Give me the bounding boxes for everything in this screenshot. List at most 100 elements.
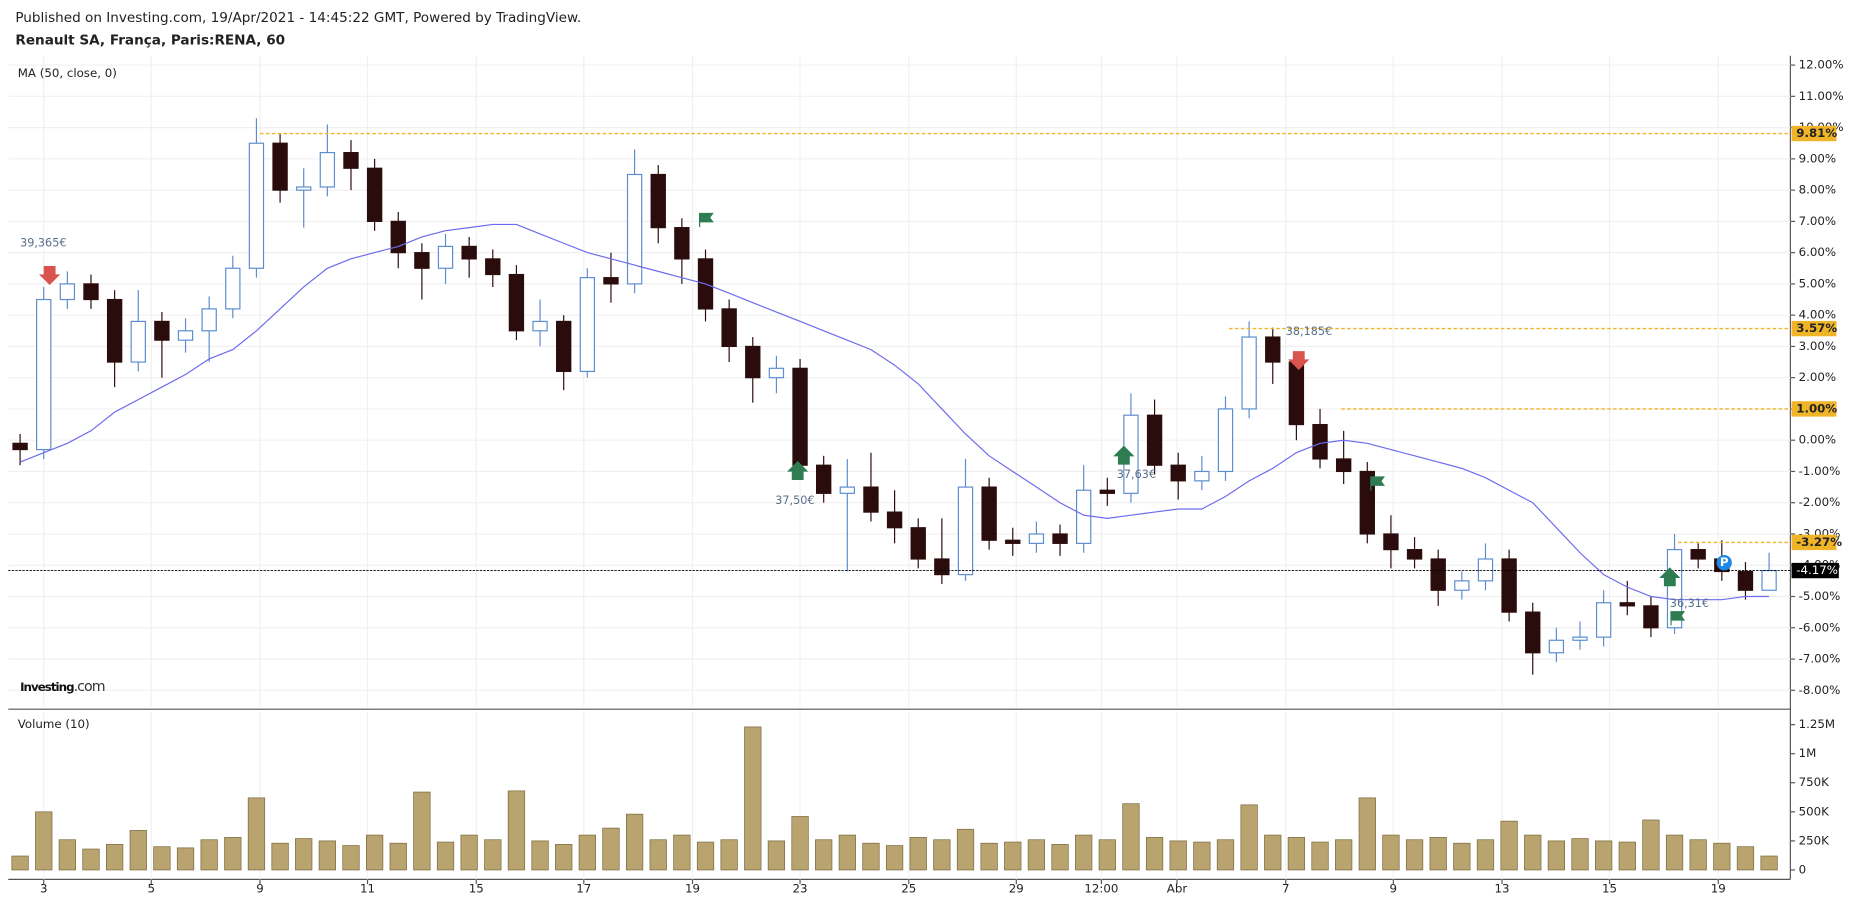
candle-body: [1075, 489, 1092, 544]
volume-bar: [956, 828, 975, 871]
volume-bar: [35, 811, 53, 871]
volume-bar: [1169, 840, 1187, 871]
trade-annotation: 39,365€: [20, 237, 66, 250]
y-tick-label: 4.00%: [1799, 308, 1836, 322]
volume-bar: [176, 847, 195, 871]
volume-bar: [129, 830, 147, 871]
y-tick-label: 6.00%: [1799, 245, 1836, 259]
volume-bar: [1476, 839, 1495, 871]
candle-body: [83, 283, 99, 301]
volume-bar: [1547, 840, 1566, 871]
candle-body: [177, 330, 194, 341]
level-tag: [1791, 320, 1837, 337]
candle-body: [130, 320, 146, 363]
candle-body: [934, 558, 950, 576]
candle-body: [1525, 611, 1541, 654]
x-tick-label: 29: [1009, 881, 1024, 895]
candle-body: [366, 167, 383, 222]
candle-body: [1477, 558, 1494, 582]
candle-body: [1028, 533, 1045, 544]
candle-body: [1761, 569, 1777, 591]
y-tick-label: 8.00%: [1799, 183, 1836, 197]
candle-body: [1005, 539, 1021, 544]
x-tick-label: 9: [1390, 881, 1398, 895]
volume-bar: [1193, 841, 1211, 871]
x-tick-label: 15: [1602, 881, 1617, 895]
candle-body: [1099, 489, 1115, 494]
trade-annotation: 37,50€: [775, 494, 814, 507]
volume-bar: [1287, 837, 1306, 871]
x-tick-label: 9: [256, 881, 264, 895]
y-tick-label: 11.00%: [1799, 89, 1844, 103]
x-tick-label: 11: [360, 881, 375, 895]
level-tag-label: 1.00%: [1796, 401, 1837, 415]
volume-bar: [1453, 842, 1471, 871]
candle-body: [957, 486, 974, 576]
candle-body: [201, 308, 217, 332]
buy-arrow: [1113, 445, 1135, 465]
logo-suffix: .com: [74, 679, 105, 695]
candle-body: [1241, 336, 1257, 410]
flag: [699, 212, 714, 223]
volume-bar: [1595, 840, 1613, 871]
candle-body: [272, 142, 288, 191]
volume-bar: [838, 834, 856, 871]
level-tag-label: 3.57%: [1796, 321, 1837, 335]
symbol-title: Renault SA, França, Paris:RENA, 60: [15, 32, 285, 48]
candle-body: [556, 320, 572, 373]
candle-body: [1146, 414, 1163, 466]
candle-body: [485, 258, 501, 276]
x-tick-label: 19: [685, 881, 700, 895]
y-tick-label: 2.00%: [1799, 370, 1836, 384]
volume-bar: [744, 726, 762, 871]
y-tick-label: 12.00%: [1799, 58, 1844, 72]
candle-body: [839, 486, 856, 494]
candle-body: [674, 227, 690, 260]
y-tick-label: 3.00%: [1799, 339, 1836, 353]
volume-bar: [1145, 837, 1164, 871]
volume-bar: [1760, 855, 1778, 871]
candle-body: [319, 152, 336, 188]
x-tick-label: 12:00: [1084, 881, 1118, 895]
level-tag: [1791, 125, 1837, 142]
volume-bar: [933, 839, 951, 871]
candle-body: [59, 283, 76, 301]
volume-bar: [1500, 820, 1518, 871]
volume-bar: [460, 834, 478, 871]
x-tick-label: 15: [469, 881, 484, 895]
volume-bar: [1665, 834, 1684, 871]
candle-body: [1572, 636, 1588, 641]
candle-body: [1312, 423, 1328, 460]
candle-body: [910, 527, 926, 560]
volume-bar: [58, 839, 76, 871]
buy-arrow: [787, 461, 809, 480]
candle-body: [1406, 549, 1423, 560]
candle-body: [1217, 408, 1234, 473]
volume-bar: [1571, 838, 1589, 871]
candle-body: [1454, 580, 1470, 591]
candle-body: [603, 277, 619, 285]
candle-body: [1170, 464, 1186, 482]
candle-body: [225, 267, 241, 310]
candle-body: [1501, 558, 1517, 613]
flag: [1671, 611, 1686, 621]
volume-bar: [1524, 834, 1542, 871]
y-tick-label: -6.00%: [1799, 620, 1841, 634]
volume-bar: [1713, 842, 1731, 871]
candle-body: [1430, 558, 1446, 591]
x-tick-label: 23: [793, 881, 808, 895]
candle-body: [343, 152, 359, 169]
candle-body: [106, 298, 123, 363]
candle-body: [1737, 570, 1754, 591]
candle-body: [437, 245, 454, 269]
trade-annotation: 36,31€: [1670, 597, 1709, 610]
indicator-label: MA (50, close, 0): [18, 66, 117, 80]
y-tick-label: 7.00%: [1799, 214, 1836, 228]
volume-bar: [1642, 819, 1660, 871]
volume-bar: [106, 844, 124, 871]
trade-annotation: 38,185€: [1286, 325, 1332, 338]
candle-body: [792, 367, 808, 466]
x-tick-label: 25: [901, 881, 916, 895]
x-tick-label: Abr: [1167, 881, 1188, 895]
